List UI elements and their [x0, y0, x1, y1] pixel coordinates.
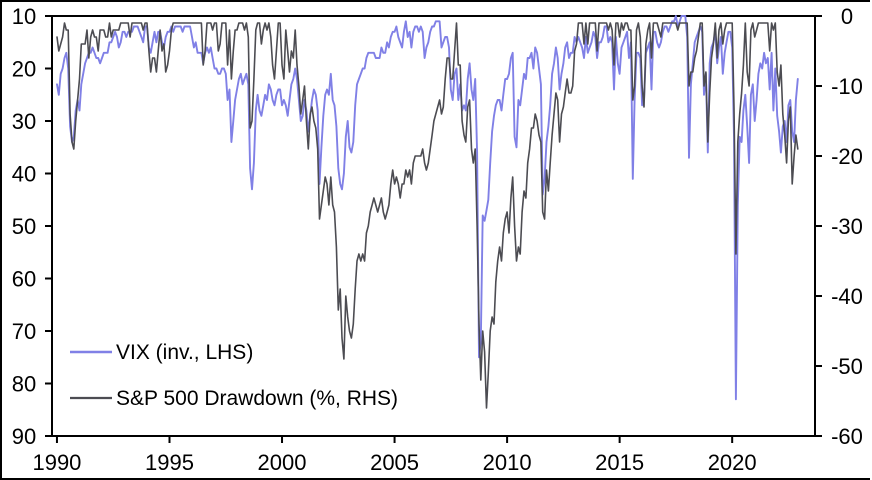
sp500-legend-label: S&P 500 Drawdown (%, RHS): [116, 387, 398, 410]
x-tick-label: 1995: [145, 450, 194, 475]
vix-legend-label: VIX (inv., LHS): [116, 341, 253, 364]
legend: VIX (inv., LHS) S&P 500 Drawdown (%, RHS…: [70, 341, 398, 410]
vix-line: [56, 15, 799, 401]
y-left-tick-label: 20: [12, 57, 36, 82]
x-tick-label: 2010: [483, 450, 532, 475]
y-left-tick-label: 40: [12, 162, 36, 187]
y-left-tick-label: 80: [12, 372, 36, 397]
y-right-tick-label: -40: [831, 284, 863, 309]
y-right-tick-label: -60: [831, 424, 863, 449]
y-right-tick-label: -50: [831, 354, 863, 379]
x-tick-label: 2005: [370, 450, 419, 475]
sp500-drawdown-line: [56, 22, 799, 409]
y-right-tick-label: -10: [831, 74, 863, 99]
x-tick-label: 2000: [258, 450, 307, 475]
y-left-tick-label: 60: [12, 267, 36, 292]
y-axis-left-ticks: 10 20 30 40 50 60 70 80 90: [12, 4, 52, 449]
y-left-tick-label: 30: [12, 109, 36, 134]
y-left-tick-label: 10: [12, 4, 36, 29]
y-left-tick-label: 70: [12, 319, 36, 344]
plot-frame: [51, 15, 816, 437]
y-right-tick-label: -30: [831, 214, 863, 239]
y-right-tick-label: -20: [831, 144, 863, 169]
y-right-tick-label: 0: [841, 4, 853, 29]
y-left-tick-label: 90: [12, 424, 36, 449]
x-axis-ticks: 1990 1995 2000 2005 2010 2015 2020: [32, 436, 757, 475]
x-tick-label: 2020: [708, 450, 757, 475]
series-group: [56, 15, 799, 409]
x-tick-label: 2015: [595, 450, 644, 475]
x-tick-label: 1990: [32, 450, 81, 475]
y-left-tick-label: 50: [12, 214, 36, 239]
y-axis-right-ticks: 0 -10 -20 -30 -40 -50 -60: [815, 4, 863, 449]
